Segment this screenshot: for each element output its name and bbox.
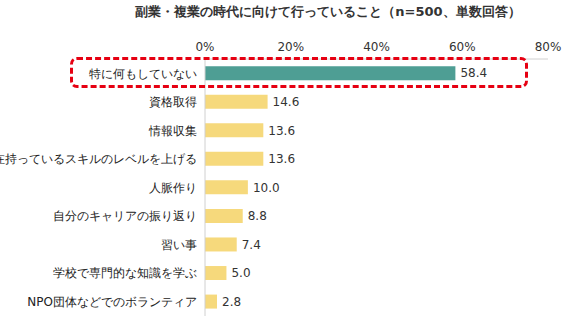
svg-text:5.0: 5.0 [231, 266, 250, 280]
svg-text:14.6: 14.6 [273, 95, 300, 109]
svg-text:特に何もしていない: 特に何もしていない [89, 67, 197, 81]
svg-text:自分のキャリアの振り返り: 自分のキャリアの振り返り [53, 209, 197, 223]
svg-text:習い事: 習い事 [161, 238, 197, 252]
svg-text:60%: 60% [449, 40, 476, 54]
svg-text:7.4: 7.4 [242, 238, 261, 252]
svg-text:58.4: 58.4 [460, 66, 487, 80]
svg-text:13.6: 13.6 [268, 152, 295, 166]
svg-text:0%: 0% [195, 40, 214, 54]
svg-text:資格取得: 資格取得 [149, 95, 197, 109]
svg-text:40%: 40% [363, 40, 390, 54]
svg-text:情報収集: 情報収集 [148, 124, 197, 138]
svg-text:8.8: 8.8 [248, 209, 267, 223]
svg-text:学校で専門的な知識を学ぶ: 学校で専門的な知識を学ぶ [53, 266, 197, 280]
html-text:副業・複業の時代に向けて行っていること（n=500、単数回答: 副業・複業の時代に向けて行っていること（n=500、単数回答） [135, 4, 521, 19]
svg-text:13.6: 13.6 [268, 124, 295, 138]
svg-text:現在持っているスキルのレベルを上げる: 現在持っているスキルのレベルを上げる [0, 152, 197, 166]
svg-text:10.0: 10.0 [253, 181, 280, 195]
svg-text:NPO団体などでのボランティア: NPO団体などでのボランティア [27, 295, 197, 309]
svg-text:20%: 20% [277, 40, 304, 54]
svg-text:80%: 80% [535, 40, 562, 54]
svg-text:人脈作り: 人脈作り [149, 181, 197, 195]
svg-text:2.8: 2.8 [222, 295, 241, 309]
